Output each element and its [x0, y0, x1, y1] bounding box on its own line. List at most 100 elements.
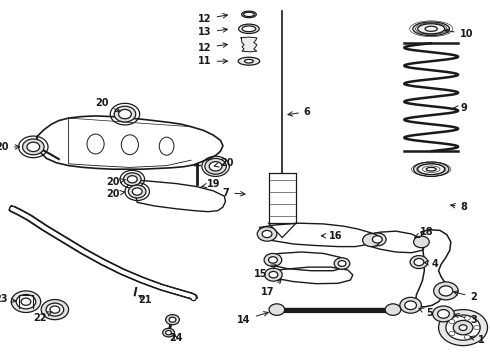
Circle shape — [166, 330, 171, 335]
Circle shape — [449, 331, 455, 336]
Circle shape — [269, 304, 285, 315]
Ellipse shape — [159, 137, 174, 155]
Polygon shape — [37, 116, 223, 169]
Polygon shape — [260, 223, 382, 247]
Circle shape — [127, 176, 137, 183]
Circle shape — [123, 173, 141, 186]
Polygon shape — [416, 230, 451, 307]
Polygon shape — [269, 173, 296, 223]
Text: 22: 22 — [33, 312, 52, 323]
Circle shape — [23, 139, 44, 155]
Ellipse shape — [413, 22, 450, 36]
Text: 6: 6 — [288, 107, 311, 117]
Text: 1: 1 — [470, 335, 485, 345]
Text: 20: 20 — [214, 158, 234, 168]
Text: 19: 19 — [201, 179, 220, 189]
Ellipse shape — [417, 24, 445, 34]
Circle shape — [46, 303, 64, 316]
Text: 18: 18 — [415, 227, 434, 238]
Ellipse shape — [238, 57, 260, 65]
Text: 14: 14 — [237, 312, 268, 325]
Text: 24: 24 — [169, 333, 183, 343]
Circle shape — [27, 142, 40, 152]
Ellipse shape — [414, 162, 449, 176]
Text: 21: 21 — [138, 294, 152, 305]
Text: 2: 2 — [454, 291, 477, 302]
Text: 8: 8 — [451, 202, 467, 212]
Circle shape — [132, 188, 142, 195]
Circle shape — [459, 325, 467, 330]
Circle shape — [114, 106, 136, 122]
Ellipse shape — [417, 164, 445, 175]
Circle shape — [363, 234, 380, 247]
Circle shape — [41, 300, 69, 320]
Circle shape — [209, 162, 222, 171]
Text: 10: 10 — [445, 29, 473, 39]
Text: 4: 4 — [424, 258, 438, 269]
Text: 5: 5 — [419, 308, 433, 318]
Text: 20: 20 — [95, 98, 120, 112]
Circle shape — [465, 316, 470, 320]
Text: 9: 9 — [454, 103, 467, 113]
Ellipse shape — [425, 26, 437, 31]
Circle shape — [446, 315, 480, 340]
Circle shape — [453, 320, 473, 335]
Ellipse shape — [242, 26, 256, 32]
Circle shape — [434, 282, 458, 300]
Text: 13: 13 — [198, 27, 227, 37]
Ellipse shape — [239, 24, 259, 33]
Polygon shape — [368, 231, 425, 253]
Polygon shape — [241, 37, 257, 52]
Text: 20: 20 — [0, 142, 20, 152]
Text: 7: 7 — [222, 188, 245, 198]
Ellipse shape — [244, 12, 254, 17]
Circle shape — [166, 315, 179, 325]
Circle shape — [400, 297, 421, 313]
Circle shape — [16, 294, 36, 309]
Text: 17: 17 — [261, 279, 281, 297]
Text: 12: 12 — [198, 42, 227, 53]
Text: 3: 3 — [455, 314, 477, 325]
Ellipse shape — [245, 59, 253, 63]
Circle shape — [405, 301, 416, 310]
Circle shape — [449, 320, 455, 324]
Circle shape — [433, 306, 454, 322]
Ellipse shape — [87, 134, 104, 154]
Circle shape — [410, 256, 428, 269]
Circle shape — [385, 304, 401, 315]
Ellipse shape — [242, 11, 256, 18]
Ellipse shape — [426, 167, 436, 171]
Circle shape — [128, 185, 146, 198]
Circle shape — [438, 310, 449, 318]
Text: 12: 12 — [198, 14, 227, 24]
Polygon shape — [267, 267, 353, 284]
Circle shape — [257, 227, 277, 241]
Circle shape — [269, 271, 278, 278]
Polygon shape — [132, 180, 225, 212]
Circle shape — [262, 230, 272, 238]
Text: 11: 11 — [198, 56, 227, 66]
Ellipse shape — [122, 135, 138, 155]
Circle shape — [368, 233, 386, 246]
Circle shape — [169, 317, 176, 322]
Circle shape — [205, 158, 226, 174]
Text: 20: 20 — [106, 189, 125, 199]
Circle shape — [414, 258, 424, 266]
Circle shape — [439, 286, 453, 296]
Circle shape — [439, 310, 488, 346]
Circle shape — [119, 109, 131, 119]
Circle shape — [372, 236, 382, 243]
Circle shape — [338, 261, 346, 266]
Text: 16: 16 — [321, 231, 343, 241]
Text: 20: 20 — [106, 177, 125, 187]
Circle shape — [334, 258, 350, 269]
Circle shape — [474, 325, 480, 330]
Text: 15: 15 — [253, 265, 276, 279]
Circle shape — [465, 335, 470, 339]
Circle shape — [269, 257, 277, 263]
Circle shape — [163, 328, 174, 337]
Circle shape — [50, 306, 60, 313]
Circle shape — [264, 253, 282, 266]
Circle shape — [414, 236, 429, 248]
Circle shape — [11, 291, 41, 312]
